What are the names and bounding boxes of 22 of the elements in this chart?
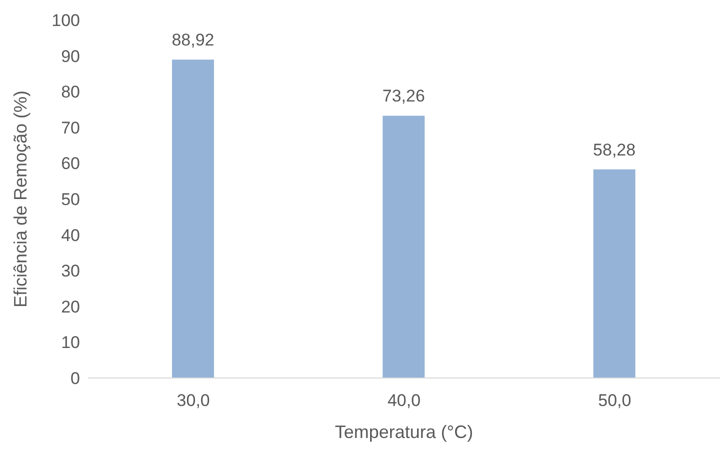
data-label: 58,28 — [593, 140, 636, 160]
y-tick-label: 60 — [61, 154, 80, 174]
bar — [382, 116, 425, 378]
y-tick-label: 90 — [61, 46, 80, 66]
y-tick-label: 50 — [61, 190, 80, 210]
bar — [172, 60, 214, 378]
x-axis-title: Temperatura (°C) — [334, 422, 474, 442]
y-tick-label: 70 — [61, 118, 80, 138]
data-label: 73,26 — [382, 86, 425, 106]
y-axis-title: Eficiência de Remoção (%) — [10, 90, 30, 308]
x-tick-label: 30,0 — [176, 391, 210, 410]
y-tick-label: 100 — [52, 11, 80, 30]
data-label: 88,92 — [172, 30, 214, 50]
y-tick-label: 40 — [61, 226, 80, 245]
y-tick-label: 80 — [61, 82, 80, 102]
y-tick-label: 30 — [61, 262, 80, 281]
y-tick-label: 10 — [61, 333, 80, 352]
x-tick-label: 40,0 — [387, 391, 421, 410]
y-tick-label: 20 — [61, 297, 80, 316]
x-tick-label: 50,0 — [598, 391, 632, 410]
bar — [593, 169, 636, 378]
y-tick-label: 0 — [70, 369, 80, 388]
